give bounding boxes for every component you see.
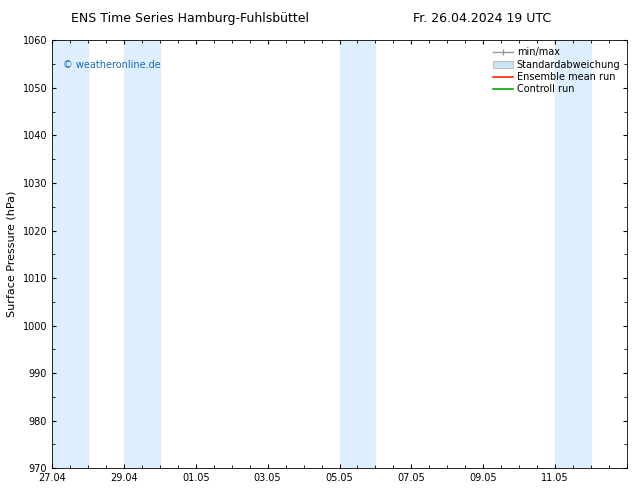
Bar	[124, 40, 160, 468]
Legend: min/max, Standardabweichung, Ensemble mean run, Controll run: min/max, Standardabweichung, Ensemble me…	[489, 43, 624, 98]
Bar	[555, 40, 591, 468]
Text: Fr. 26.04.2024 19 UTC: Fr. 26.04.2024 19 UTC	[413, 12, 551, 25]
Text: © weatheronline.de: © weatheronline.de	[63, 60, 161, 70]
Text: ENS Time Series Hamburg-Fuhlsbüttel: ENS Time Series Hamburg-Fuhlsbüttel	[71, 12, 309, 25]
Bar	[52, 40, 88, 468]
Y-axis label: Surface Pressure (hPa): Surface Pressure (hPa)	[7, 191, 17, 318]
Bar	[340, 40, 375, 468]
